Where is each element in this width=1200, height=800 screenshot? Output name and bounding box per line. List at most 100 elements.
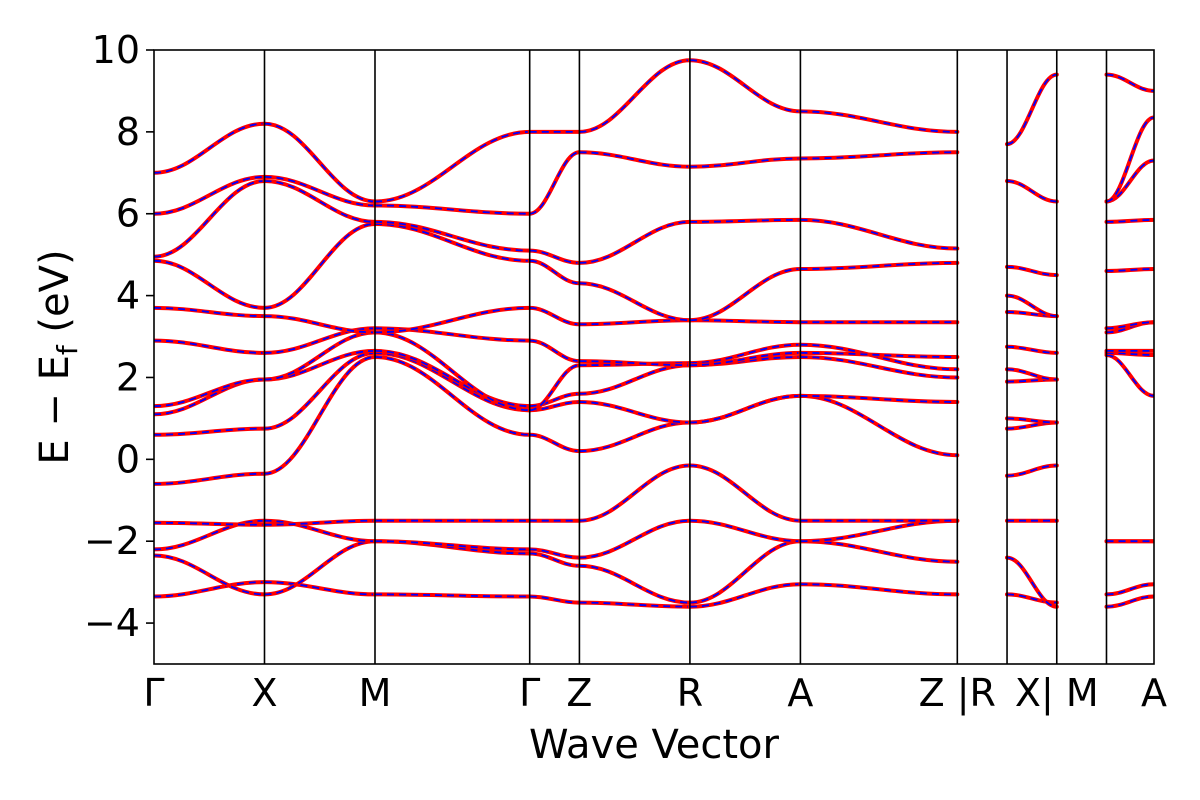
band-line-solid bbox=[687, 582, 803, 609]
band-line-solid bbox=[262, 222, 377, 310]
band-line-dashed bbox=[689, 268, 801, 322]
band-line-dashed bbox=[154, 307, 265, 317]
band-line-dashed bbox=[1006, 345, 1057, 354]
band-line-solid bbox=[577, 363, 692, 396]
band-line-dashed bbox=[1006, 417, 1057, 424]
band-line-dashed bbox=[579, 564, 690, 604]
band-line-dashed bbox=[264, 315, 376, 334]
band-line-dashed bbox=[264, 519, 376, 526]
band-line-solid bbox=[687, 518, 803, 544]
band-line-dashed bbox=[1106, 73, 1154, 92]
y-axis-title: E − Ef (eV) bbox=[32, 249, 84, 464]
band-line-dashed bbox=[374, 327, 530, 342]
y-tick-label: 6 bbox=[116, 192, 140, 236]
y-axis-ticks: −4 −2 0 2 4 6 8 10 bbox=[84, 28, 154, 645]
band-line-dashed bbox=[264, 122, 376, 203]
band-line-dashed bbox=[154, 180, 265, 258]
band-line-dashed bbox=[1006, 378, 1057, 383]
y-tick-label: 10 bbox=[92, 28, 140, 72]
band-line-solid bbox=[577, 150, 692, 169]
x-tick-label: X bbox=[251, 671, 277, 715]
band-line-dashed bbox=[264, 581, 376, 596]
band-line-solid bbox=[798, 518, 960, 544]
band-line-dashed bbox=[689, 343, 801, 364]
band-line-dashed bbox=[1006, 464, 1057, 477]
band-line-dashed bbox=[1006, 556, 1057, 608]
band-line-dashed bbox=[800, 395, 958, 457]
band-line-dashed bbox=[264, 180, 376, 223]
band-line-solid bbox=[1104, 353, 1154, 398]
band-line-dashed bbox=[154, 176, 265, 215]
band-line-solid bbox=[154, 377, 267, 409]
band-line-dashed bbox=[374, 593, 530, 598]
band-line-dashed bbox=[1106, 268, 1154, 272]
band-line-dashed bbox=[374, 356, 530, 436]
band-line-dashed bbox=[264, 540, 376, 596]
band-line-dashed bbox=[374, 307, 530, 334]
band-line-dashed bbox=[374, 331, 530, 412]
bands-layer bbox=[154, 58, 1154, 609]
band-line-dashed bbox=[374, 221, 530, 252]
band-line-dashed bbox=[689, 157, 801, 168]
band-line-dashed bbox=[800, 356, 958, 379]
band-line-solid bbox=[262, 314, 377, 335]
band-line-dashed bbox=[579, 464, 690, 522]
band-line-solid bbox=[687, 393, 803, 425]
y-tick-label: 2 bbox=[116, 355, 140, 399]
x-tick-label: Γ bbox=[519, 671, 540, 715]
band-line-dashed bbox=[579, 151, 690, 168]
band-line-dashed bbox=[264, 223, 376, 309]
band-line-dashed bbox=[1106, 354, 1154, 397]
band-line-dashed bbox=[374, 540, 530, 551]
band-line-dashed bbox=[800, 540, 958, 563]
band-line-dashed bbox=[1106, 321, 1154, 334]
band-line-dashed bbox=[1006, 294, 1057, 317]
band-line-dashed bbox=[154, 427, 265, 436]
band-line-dashed bbox=[154, 378, 265, 416]
band-line-dashed bbox=[1006, 311, 1057, 317]
band-line-solid bbox=[798, 342, 960, 372]
y-tick-label: −4 bbox=[84, 601, 140, 645]
x-axis-title: Wave Vector bbox=[529, 722, 780, 768]
band-line-dashed bbox=[800, 352, 958, 358]
y-tick-label: 4 bbox=[116, 274, 140, 318]
band-line-dashed bbox=[529, 151, 580, 215]
y-tick-label: 8 bbox=[116, 110, 140, 154]
band-line-dashed bbox=[1006, 593, 1057, 604]
band-line-solid bbox=[154, 179, 267, 259]
band-line-dashed bbox=[264, 327, 376, 354]
y-axis-title-unit: (eV) bbox=[32, 249, 78, 345]
band-line-dashed bbox=[264, 356, 376, 475]
band-line-dashed bbox=[154, 472, 265, 485]
band-line-dashed bbox=[154, 521, 265, 526]
band-line-dashed bbox=[1006, 180, 1057, 203]
band-line-dashed bbox=[529, 433, 580, 452]
band-line-dashed bbox=[800, 151, 958, 160]
band-line-dashed bbox=[1106, 595, 1154, 608]
band-line-dashed bbox=[689, 59, 801, 113]
band-line-solid bbox=[577, 219, 692, 265]
band-line-dashed bbox=[579, 360, 690, 367]
plot-frame bbox=[153, 49, 1155, 665]
y-tick-label: 0 bbox=[116, 437, 140, 481]
band-line-dashed bbox=[374, 540, 530, 555]
band-line-dashed bbox=[264, 352, 376, 430]
band-line-dashed bbox=[529, 552, 580, 567]
band-line-solid bbox=[577, 420, 692, 454]
x-tick-label: A bbox=[1141, 671, 1167, 715]
band-line-solid bbox=[798, 539, 960, 564]
band-line-dashed bbox=[529, 249, 580, 264]
band-line-dashed bbox=[154, 339, 265, 354]
band-line-dashed bbox=[689, 583, 801, 608]
x-tick-label: Z |R bbox=[919, 671, 996, 716]
band-line-solid bbox=[798, 217, 960, 251]
band-line-dashed bbox=[800, 395, 958, 403]
x-tick-label: R bbox=[677, 671, 703, 715]
y-axis-title-subscript: f bbox=[51, 344, 84, 355]
x-tick-label: M bbox=[359, 671, 392, 715]
band-line-dashed bbox=[529, 364, 580, 412]
band-line-solid bbox=[262, 355, 377, 476]
band-line-solid bbox=[577, 400, 692, 425]
band-line-dashed bbox=[1106, 352, 1154, 356]
